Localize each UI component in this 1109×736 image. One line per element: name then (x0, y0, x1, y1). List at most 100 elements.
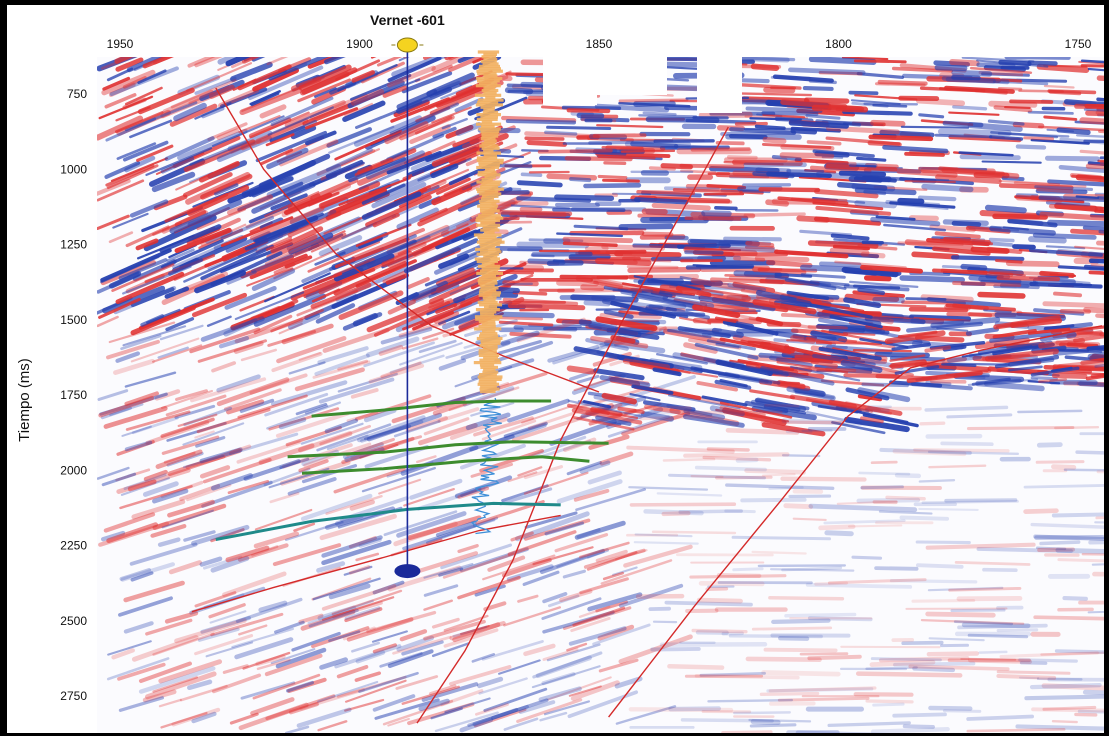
reflection-negative (326, 127, 372, 148)
reflection-negative (124, 371, 177, 388)
reflection-negative (997, 132, 1070, 138)
reflection-negative (818, 261, 862, 268)
well-log-sample (485, 168, 495, 172)
reflection-negative (541, 672, 576, 686)
reflection-negative (270, 96, 334, 127)
reflection-positive (1085, 163, 1104, 170)
reflection-negative (849, 280, 919, 289)
reflection-positive (762, 136, 787, 144)
reflection-positive (209, 84, 235, 99)
reflection-positive (240, 118, 309, 151)
reflection-positive (255, 121, 304, 145)
well-log-sample (479, 303, 503, 307)
well-log-sample (477, 79, 500, 83)
reflection-negative (209, 610, 247, 624)
reflection-positive (160, 711, 208, 729)
reflection-negative (433, 81, 462, 96)
reflection-positive (340, 148, 380, 167)
reflection-negative (607, 415, 670, 438)
reflection-negative (295, 402, 328, 416)
reflection-negative (908, 314, 972, 322)
reflection-negative (403, 238, 479, 274)
reflection-negative (556, 479, 623, 504)
reflection-positive (807, 325, 848, 330)
seismic-figure: Vernet -601 1950 1900 1850 1800 1750 750 1000… (7, 5, 1104, 733)
reflection-positive (448, 57, 460, 61)
reflection-negative (211, 115, 285, 148)
reflection-positive (204, 247, 249, 268)
well-log-sample (476, 122, 502, 126)
reflection-negative (1045, 245, 1086, 250)
reflection-negative (965, 327, 1000, 336)
reflection-positive (254, 508, 313, 531)
reflection-negative (901, 640, 944, 646)
reflection-negative (342, 312, 383, 331)
reflection-negative (552, 207, 626, 212)
reflection-negative (766, 687, 874, 693)
reflection-negative (522, 570, 560, 587)
reflection-positive (1079, 149, 1104, 155)
reflection-negative (724, 371, 781, 385)
reflection-positive (318, 257, 395, 295)
reflection-negative (225, 57, 251, 67)
reflection-positive (517, 466, 543, 477)
reflection-positive (825, 367, 898, 376)
reflection-negative (927, 450, 1019, 455)
reflection-negative (809, 303, 873, 319)
reflection-positive (419, 207, 448, 223)
reflection-negative (363, 341, 435, 368)
reflection-negative (365, 150, 426, 180)
reflection-positive (966, 425, 1075, 431)
reflection-positive (857, 394, 883, 402)
well-log-sample (475, 103, 503, 107)
reflection-negative (325, 147, 373, 172)
reflection-negative (870, 657, 942, 662)
reflection-negative (856, 497, 921, 504)
reflection-negative (1008, 357, 1055, 367)
reflection-negative (1027, 110, 1074, 115)
reflection-negative (566, 461, 602, 476)
reflection-positive (482, 554, 556, 581)
reflection-negative (918, 113, 945, 119)
reflection-negative (467, 704, 529, 727)
reflection-positive (906, 370, 983, 383)
reflection-positive (457, 575, 521, 600)
reflection-positive (487, 555, 526, 572)
reflection-negative (159, 224, 222, 253)
reflection-positive (690, 475, 724, 478)
reflection-negative (750, 719, 781, 725)
reflection-negative (586, 548, 610, 559)
reflection-negative (788, 67, 866, 75)
reflection-positive (320, 185, 370, 209)
reflection-positive (601, 392, 637, 405)
reflection-positive (275, 411, 350, 438)
reflection-negative (838, 170, 887, 177)
reflection-negative (438, 567, 464, 577)
reflection-positive (232, 78, 257, 91)
reflection-positive (691, 628, 748, 634)
reflection-negative (124, 101, 198, 132)
reflection-positive (270, 226, 324, 254)
reflection-negative (685, 281, 729, 286)
reflection-negative (630, 141, 679, 149)
reflection-negative (1045, 155, 1100, 162)
reflection-negative (934, 133, 993, 139)
reflection-positive (732, 281, 776, 294)
x-tick-label: 1950 (107, 37, 134, 51)
reflection-positive (357, 157, 394, 175)
reflection-negative (516, 196, 592, 203)
reflection-positive (602, 571, 625, 581)
reflection-negative (1015, 724, 1104, 731)
reflection-negative (694, 465, 767, 472)
reflection-negative (351, 641, 381, 653)
reflection-negative (195, 436, 226, 448)
well-log-sample (483, 231, 495, 235)
reflection-negative (538, 686, 582, 702)
well-log-sample (480, 60, 497, 64)
reflection-positive (996, 670, 1071, 675)
reflection-negative (1087, 351, 1104, 360)
reflection-positive (460, 625, 490, 635)
reflection-positive (418, 422, 478, 446)
well-log-sample (477, 375, 503, 379)
reflection-negative (333, 253, 395, 282)
